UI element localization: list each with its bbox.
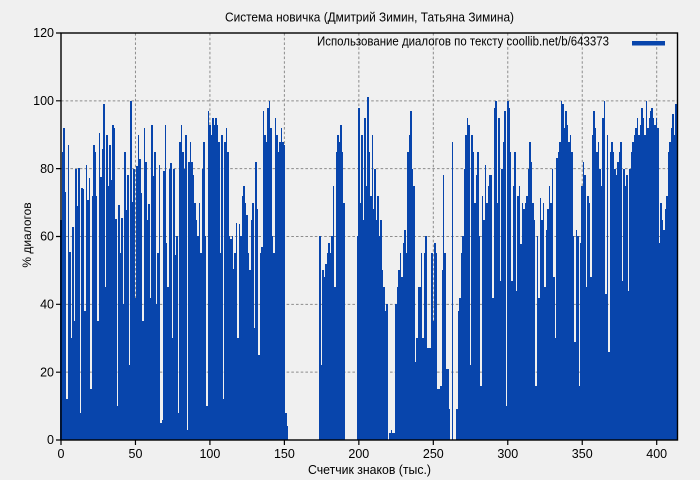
svg-text:250: 250: [423, 447, 444, 461]
svg-text:300: 300: [497, 447, 518, 461]
svg-text:400: 400: [646, 447, 667, 461]
svg-text:80: 80: [40, 162, 54, 176]
svg-text:350: 350: [572, 447, 593, 461]
svg-text:0: 0: [58, 447, 65, 461]
svg-text:Система новичка (Дмитрий Зимин: Система новичка (Дмитрий Зимин, Татьяна …: [225, 9, 514, 24]
svg-text:0: 0: [47, 433, 54, 447]
svg-text:20: 20: [40, 365, 54, 379]
svg-text:100: 100: [33, 94, 54, 108]
svg-text:Использование диалогов по текс: Использование диалогов по тексту coollib…: [317, 34, 609, 49]
svg-text:120: 120: [33, 26, 54, 40]
svg-text:150: 150: [274, 447, 295, 461]
svg-text:40: 40: [40, 298, 54, 312]
svg-text:60: 60: [40, 230, 54, 244]
svg-text:200: 200: [348, 447, 369, 461]
svg-text:% диалогов: % диалогов: [20, 202, 34, 267]
svg-text:100: 100: [199, 447, 220, 461]
svg-text:Счетчик знаков (тыс.): Счетчик знаков (тыс.): [308, 462, 431, 477]
svg-text:50: 50: [129, 447, 143, 461]
